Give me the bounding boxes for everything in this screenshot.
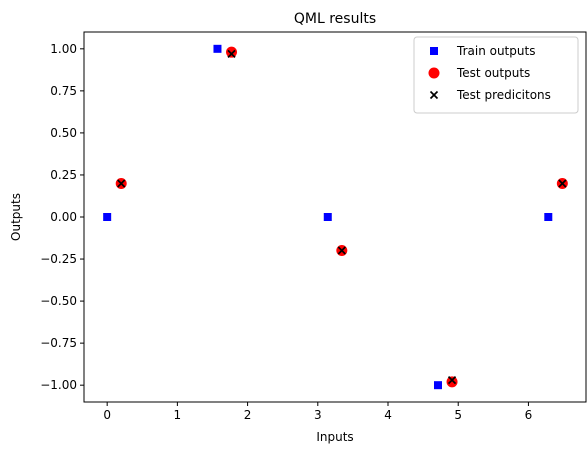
y-tick-label: 1.00 xyxy=(50,42,77,56)
x-tick-label: 5 xyxy=(454,408,462,422)
x-tick-label: 3 xyxy=(314,408,322,422)
y-axis-label: Outputs xyxy=(9,193,23,241)
legend: Train outputs Test outputs Test prediciton… xyxy=(413,36,579,114)
data-point-circle xyxy=(446,376,458,388)
data-point-square xyxy=(323,213,332,221)
data-point-x xyxy=(558,179,567,188)
data-point-square xyxy=(544,213,553,221)
x-axis: 0 1 2 3 4 5 6 xyxy=(103,402,532,422)
legend-label: Test outputs xyxy=(456,66,530,80)
y-tick-label: 0.00 xyxy=(50,210,77,224)
x-tick-label: 1 xyxy=(174,408,182,422)
x-tick-label: 6 xyxy=(525,408,533,422)
legend-label: Test predicitons xyxy=(456,88,551,102)
x-tick-label: 0 xyxy=(103,408,111,422)
y-tick-label: −0.25 xyxy=(40,252,77,266)
data-point-x-stroke-b xyxy=(447,376,457,385)
series-0 xyxy=(103,44,553,390)
y-tick-label: 0.25 xyxy=(50,168,77,182)
data-point-square xyxy=(433,381,442,390)
data-point-x xyxy=(337,246,346,255)
data-point-square xyxy=(103,213,112,221)
data-point-x xyxy=(447,376,457,385)
legend-box xyxy=(413,36,579,114)
y-tick-label: −0.50 xyxy=(40,294,77,308)
data-point-x xyxy=(117,179,126,188)
legend-marker-x xyxy=(429,90,439,100)
data-point-circle xyxy=(226,46,238,58)
x-axis-label: Inputs xyxy=(316,430,353,444)
y-tick-label: 0.50 xyxy=(50,126,77,140)
data-point-x-stroke-b xyxy=(117,179,126,188)
legend-marker-circle xyxy=(428,67,440,79)
data-point-x-stroke-b xyxy=(227,49,236,58)
chart-title: QML results xyxy=(294,11,376,27)
plot-area xyxy=(103,44,568,390)
x-tick-label: 4 xyxy=(384,408,392,422)
legend-label: Train outputs xyxy=(456,44,535,58)
y-axis: 1.00 0.75 0.50 0.25 0.00 −0.25 −0.50 −0.75 −1.00 xyxy=(40,42,84,392)
y-tick-label: 0.75 xyxy=(50,84,77,98)
y-tick-label: −0.75 xyxy=(40,336,77,350)
legend-marker-x-stroke-b xyxy=(429,90,439,100)
legend-marker-square xyxy=(430,47,438,55)
data-point-x-stroke-b xyxy=(558,179,567,188)
x-tick-label: 2 xyxy=(244,408,252,422)
data-point-x-stroke-b xyxy=(337,246,346,255)
data-point-square xyxy=(213,44,222,53)
series-2 xyxy=(117,49,567,385)
y-tick-label: −1.00 xyxy=(40,378,77,392)
data-point-x xyxy=(227,49,236,58)
